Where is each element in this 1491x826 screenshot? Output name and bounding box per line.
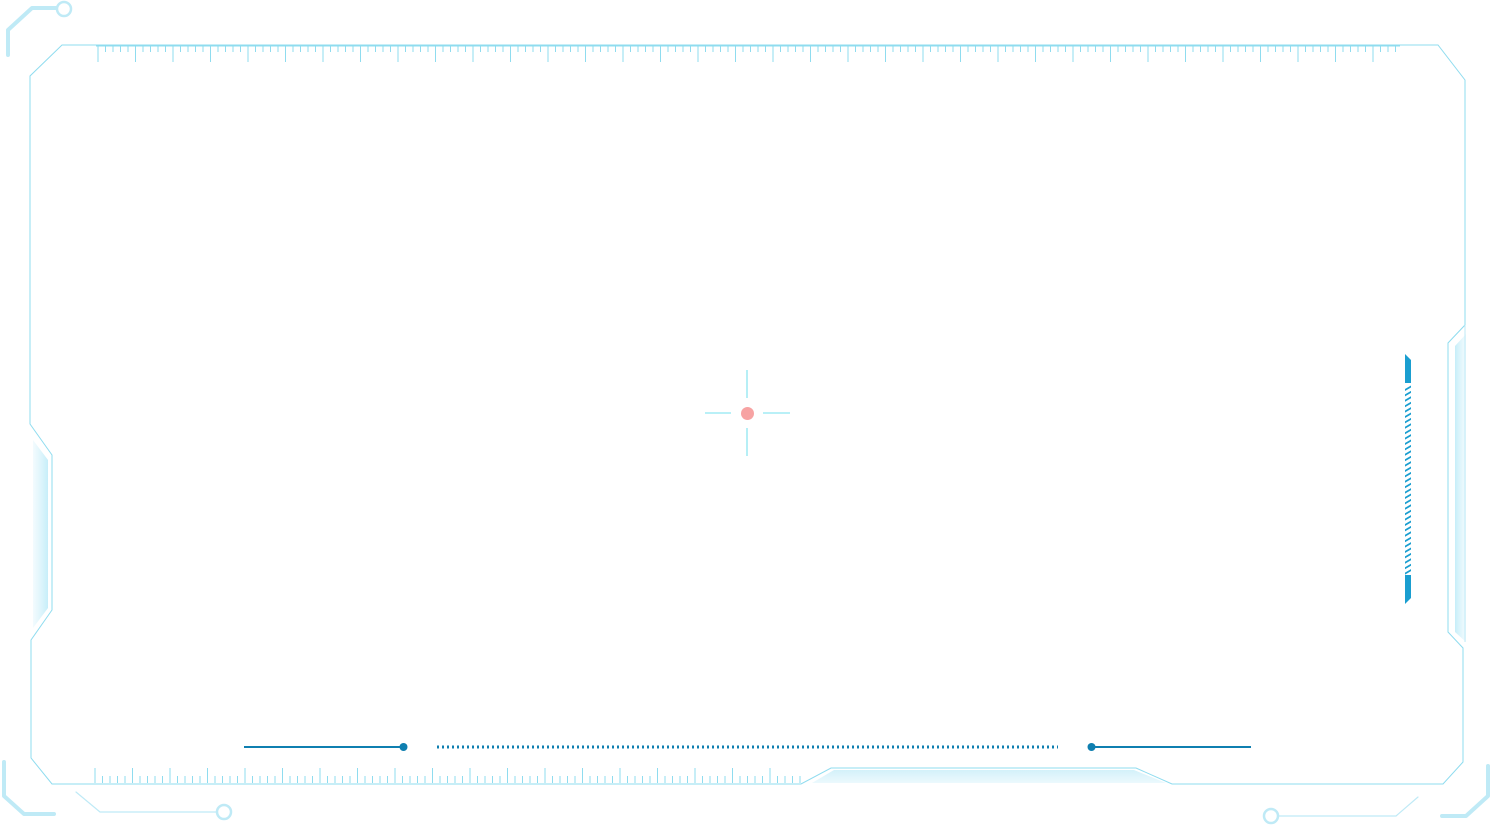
bottom-rail: [244, 743, 1251, 751]
right-indicator-stripe: [1405, 401, 1411, 408]
right-indicator-stripe: [1405, 385, 1411, 391]
right-indicator-stripe: [1405, 482, 1411, 489]
right-indicator-stripe: [1405, 390, 1411, 397]
top-left-corner-bracket: [6, 6, 58, 57]
right-indicator-stripe: [1405, 504, 1411, 510]
right-indicator-stripe: [1405, 471, 1411, 478]
bottom-left-circle-node-icon: [215, 803, 233, 821]
right-indicator-stripe: [1405, 515, 1411, 521]
right-indicator-stripe: [1405, 498, 1411, 505]
right-indicator-stripe: [1405, 412, 1411, 418]
right-indicator-stripe: [1405, 444, 1411, 451]
right-indicator-stripe: [1405, 531, 1411, 537]
right-indicator-stripe: [1405, 525, 1411, 532]
right-indicator-stripe: [1405, 536, 1411, 543]
bottom-right-circle-node-icon: [1262, 807, 1280, 825]
right-indicator-stripe: [1405, 520, 1411, 526]
right-indicator-stripe: [1405, 434, 1411, 440]
right-indicator-stripe: [1405, 569, 1411, 575]
bottom-rail-left-dot-icon: [399, 743, 408, 751]
bottom-right-corner-bracket: [1440, 764, 1490, 818]
right-indicator-stripe: [1405, 509, 1411, 516]
right-indicator-stripe: [1405, 450, 1411, 456]
right-indicator-stripe: [1405, 466, 1411, 472]
right-indicator-stripe: [1405, 461, 1411, 467]
right-indicator-stripe: [1405, 493, 1411, 499]
top-ruler: [96, 45, 1400, 62]
top-left-circle-node-icon: [55, 0, 73, 18]
target-dot-icon: [741, 407, 754, 420]
right-striped-indicator: [1405, 354, 1411, 604]
right-indicator-bottom-cap: [1405, 575, 1411, 604]
bottom-left-connector-line: [75, 791, 217, 813]
bottom-rail-right-dot-icon: [1087, 743, 1096, 751]
right-indicator-stripe: [1405, 547, 1411, 553]
right-indicator-stripe: [1405, 488, 1411, 494]
right-indicator-stripe: [1405, 563, 1411, 570]
right-indicator-stripe: [1405, 477, 1411, 483]
right-indicator-stripe: [1405, 423, 1411, 429]
bottom-glow-panel: [812, 770, 1166, 783]
right-indicator-stripe: [1405, 407, 1411, 413]
right-indicator-stripe: [1405, 542, 1411, 548]
bottom-left-corner-bracket: [2, 760, 56, 816]
right-indicator-stripes: [1405, 385, 1411, 575]
right-indicator-stripe: [1405, 552, 1411, 559]
crosshair-icon: [705, 370, 790, 456]
bottom-right-connector-line: [1278, 796, 1419, 817]
main-frame-outline: [29, 44, 1466, 785]
right-indicator-top-cap: [1405, 354, 1411, 383]
right-indicator-stripe: [1405, 558, 1411, 564]
right-side-glow-panel: [1455, 334, 1466, 642]
right-indicator-stripe: [1405, 417, 1411, 424]
right-indicator-stripe: [1405, 396, 1411, 402]
right-indicator-stripe: [1405, 428, 1411, 435]
left-side-glow-panel: [33, 440, 48, 628]
bottom-ruler: [94, 768, 801, 783]
right-indicator-stripe: [1405, 455, 1411, 462]
right-indicator-stripe: [1405, 439, 1411, 445]
